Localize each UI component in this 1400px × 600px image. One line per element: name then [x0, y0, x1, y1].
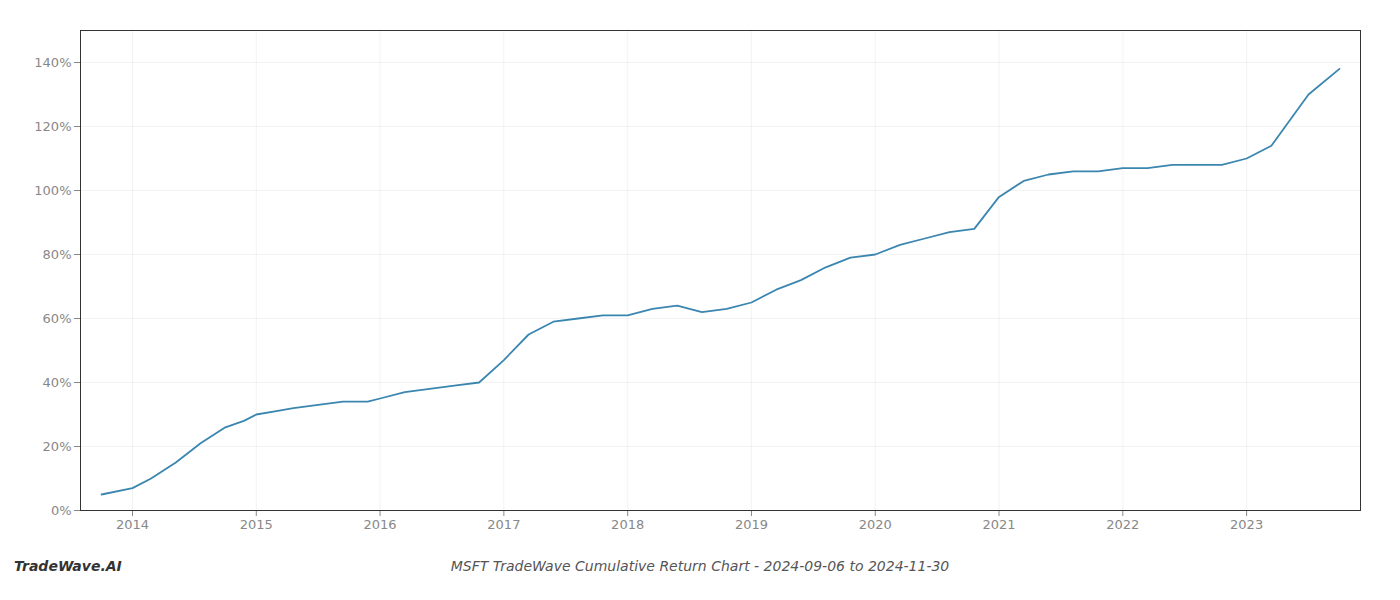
svg-text:2017: 2017	[487, 517, 520, 532]
svg-text:120%: 120%	[34, 119, 71, 134]
svg-text:140%: 140%	[34, 55, 71, 70]
svg-text:0%: 0%	[51, 503, 72, 518]
svg-text:100%: 100%	[34, 183, 71, 198]
svg-text:20%: 20%	[43, 439, 72, 454]
html-text:MSFT TradeWave Cumulative Retu: MSFT TradeWave Cumulative Return Chart -…	[450, 558, 950, 574]
svg-text:2018: 2018	[611, 517, 644, 532]
svg-text:40%: 40%	[43, 375, 72, 390]
svg-text:2019: 2019	[735, 517, 768, 532]
svg-text:2023: 2023	[1230, 517, 1263, 532]
svg-text:2016: 2016	[364, 517, 397, 532]
svg-text:2022: 2022	[1106, 517, 1139, 532]
svg-text:2014: 2014	[116, 517, 149, 532]
svg-text:60%: 60%	[43, 311, 72, 326]
svg-text:2020: 2020	[859, 517, 892, 532]
html-text:TradeWave.AI: TradeWave.AI	[14, 558, 122, 574]
svg-text:2021: 2021	[982, 517, 1015, 532]
svg-text:80%: 80%	[43, 247, 72, 262]
svg-text:2015: 2015	[240, 517, 273, 532]
